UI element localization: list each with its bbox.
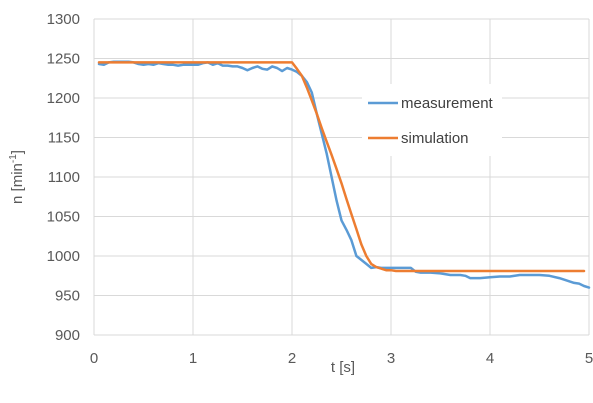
x-tick-labels: 0 1 2 3 4 5 xyxy=(90,350,593,367)
y-tick-label: 1100 xyxy=(48,169,80,186)
x-tick-label: 5 xyxy=(585,350,593,367)
x-axis-label: t [s] xyxy=(331,359,355,376)
x-tick-label: 4 xyxy=(486,350,494,367)
y-tick-label: 1250 xyxy=(47,51,80,68)
y-tick-labels: 900 950 1000 1050 1100 1150 1200 1250 1300 xyxy=(47,11,80,344)
y-tick-label: 1150 xyxy=(48,130,80,147)
x-tick-label: 0 xyxy=(90,350,98,367)
series-line-simulation xyxy=(97,61,586,273)
legend: measurement simulation xyxy=(362,84,502,156)
series-line-measurement xyxy=(97,60,591,289)
series-lines xyxy=(97,60,591,289)
legend-label-measurement: measurement xyxy=(401,95,494,112)
y-axis-label-superscript: -1 xyxy=(8,154,19,163)
y-tick-label: 1300 xyxy=(47,11,80,28)
y-tick-label: 1050 xyxy=(47,209,80,226)
y-tick-label: 900 xyxy=(55,327,80,344)
legend-box xyxy=(362,84,502,156)
y-axis-label: n [min-1] xyxy=(8,150,26,204)
x-tick-label: 1 xyxy=(189,350,197,367)
gridlines xyxy=(93,18,590,336)
x-tick-label: 2 xyxy=(288,350,296,367)
legend-label-simulation: simulation xyxy=(401,130,469,147)
x-tick-label: 3 xyxy=(387,350,395,367)
y-tick-label: 950 xyxy=(55,288,80,305)
y-tick-label: 1200 xyxy=(47,90,80,107)
y-axis-label-main: n [min xyxy=(9,163,26,204)
y-axis-label-close: ] xyxy=(9,150,26,154)
y-tick-label: 1000 xyxy=(47,248,80,265)
